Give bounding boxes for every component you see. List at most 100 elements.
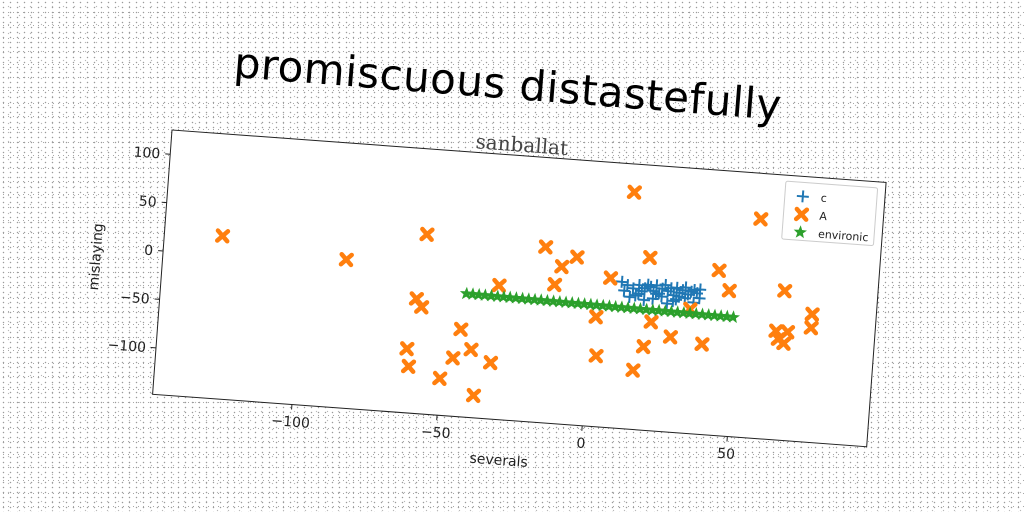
legend-marker (793, 225, 807, 239)
x-point (554, 259, 570, 275)
y-ticks: −100 −50 0 50 100 (107, 145, 171, 356)
star-point (584, 297, 598, 311)
x-point (569, 249, 585, 265)
y-tick-label: 50 (138, 194, 157, 211)
star-point (534, 293, 548, 307)
x-point (588, 348, 604, 364)
star-point (546, 294, 561, 308)
star-point (509, 291, 523, 305)
star-point (565, 296, 579, 309)
x-point (445, 350, 461, 366)
star-point (490, 289, 505, 303)
x-axis-label: severals (469, 451, 528, 471)
star-point (701, 308, 716, 321)
x-point (779, 324, 796, 340)
plot-area (152, 129, 887, 448)
star-point (708, 308, 722, 322)
star-point (677, 305, 691, 319)
x-tick-label: 0 (576, 435, 586, 452)
plus-point (693, 292, 706, 305)
x-point (491, 277, 507, 294)
star-point (658, 304, 672, 318)
plus-point (670, 293, 683, 306)
plus-point (623, 290, 636, 304)
x-point (694, 336, 710, 352)
y-tick-label: −50 (119, 290, 150, 308)
x-point (414, 299, 430, 315)
x-point (804, 306, 820, 322)
plus-point (629, 289, 642, 302)
star-point (503, 290, 517, 304)
star-point (621, 300, 635, 314)
x-point (538, 239, 554, 255)
star-point (478, 288, 492, 302)
star-point (602, 299, 616, 313)
x-point (662, 329, 679, 345)
star-point (652, 303, 666, 317)
y-tick-label: 0 (144, 243, 154, 260)
x-point (643, 314, 659, 330)
star-point (633, 302, 647, 315)
plus-point (660, 297, 674, 310)
legend-label: c (820, 192, 827, 205)
x-tick-label: −50 (420, 424, 451, 442)
legend-marker (793, 206, 810, 222)
x-point (463, 341, 479, 358)
x-point (625, 362, 641, 378)
y-tick-label: −100 (107, 337, 147, 356)
star-point (726, 310, 740, 324)
x-point (419, 226, 435, 242)
x-point (588, 309, 604, 325)
x-point (432, 370, 448, 386)
star-point (596, 298, 610, 312)
x-ticks: −100 −50 0 50 (271, 404, 736, 463)
plus-point (618, 284, 631, 297)
plus-point (637, 293, 651, 307)
plus-point (673, 290, 686, 303)
y-axis-label: mislaying (86, 223, 107, 291)
star-point (528, 292, 542, 306)
plus-point (655, 290, 668, 303)
star-point (664, 304, 678, 318)
star-point (571, 296, 585, 310)
x-point (453, 321, 469, 337)
x-point (642, 249, 658, 266)
x-point (400, 358, 417, 374)
plus-point (615, 275, 629, 288)
plus-point (621, 279, 634, 292)
star-point (608, 299, 623, 313)
star-point (670, 305, 685, 319)
x-tick-label: −100 (271, 413, 311, 432)
legend-marker (796, 190, 809, 203)
star-point (627, 301, 641, 315)
x-point (753, 211, 769, 227)
star-point (720, 309, 734, 323)
star-point (714, 309, 728, 323)
star-point (559, 295, 573, 309)
star-point (683, 306, 697, 320)
x-point (776, 335, 792, 351)
x-point (214, 228, 231, 244)
star-point (459, 286, 474, 300)
star-point (472, 287, 486, 301)
star-point (639, 302, 654, 316)
star-point (466, 287, 480, 301)
star-point (590, 298, 604, 312)
star-point (552, 294, 567, 308)
star-point (615, 300, 629, 314)
x-point (465, 387, 482, 404)
x-point (547, 277, 563, 293)
x-tick-label: 50 (717, 446, 736, 463)
x-point (777, 283, 793, 299)
star-point (521, 292, 536, 306)
star-point (515, 291, 530, 305)
x-point (482, 355, 499, 371)
x-point (602, 270, 619, 286)
legend-label: environic (818, 228, 869, 245)
star-point (695, 307, 709, 321)
x-point (635, 339, 652, 355)
data-marks (214, 184, 820, 404)
